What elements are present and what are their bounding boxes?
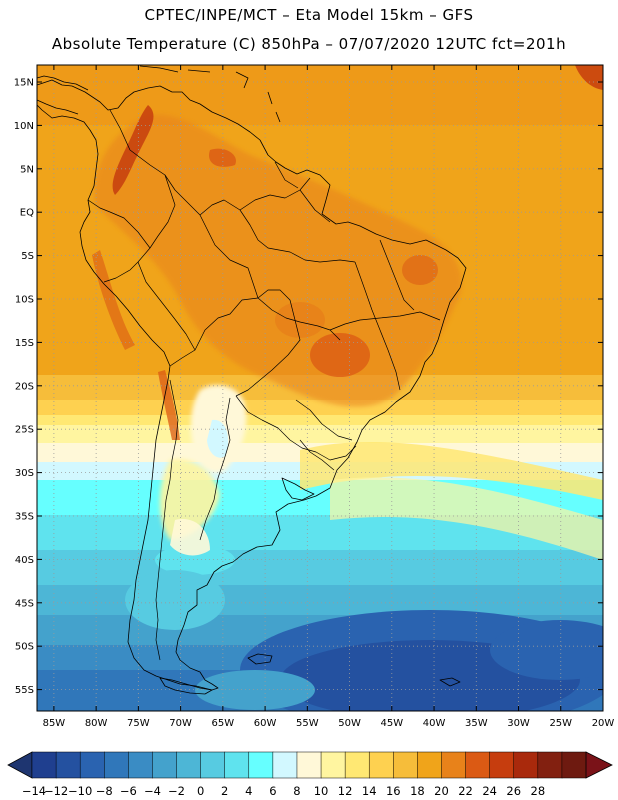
lon-label-50w: 50W — [338, 718, 361, 729]
small-island — [439, 677, 461, 687]
colorbar-label: −14 — [22, 784, 46, 798]
colorbar-label: 26 — [506, 784, 521, 798]
lon-label-65w: 65W — [212, 718, 235, 729]
colorbar-label: −8 — [96, 784, 113, 798]
colorbar-high-arrow — [585, 751, 613, 779]
title-line-1: CPTEC/INPE/MCT – Eta Model 15km – GFS — [144, 6, 474, 24]
lon-label-35w: 35W — [465, 718, 488, 729]
colorbar-swatch — [104, 751, 129, 779]
colorbar-swatch — [79, 751, 105, 779]
lon-label-20w: 20W — [592, 718, 615, 729]
axis-ticks — [37, 65, 604, 711]
lat-label-10n: 10N — [14, 121, 34, 132]
temperature-field — [37, 65, 603, 711]
lat-label-30s: 30S — [15, 468, 34, 479]
colorbar-labels: −14−12 −10 −8 −6 −4 −2 0 2 4 6 8 10 12 14 16 18 20 22 24 26… — [22, 784, 545, 798]
colorbar-swatch — [200, 751, 226, 779]
colorbar-swatch — [489, 751, 515, 779]
lat-label-15s: 15S — [15, 338, 34, 349]
colorbar-swatch — [272, 751, 298, 779]
colorbar-label: 10 — [314, 784, 329, 798]
colorbar-swatch — [320, 751, 346, 779]
colorbar-label: 12 — [338, 784, 353, 798]
title-line-2: Absolute Temperature (C) 850hPa – 07/07/… — [51, 35, 567, 53]
colorbar-label: 14 — [362, 784, 377, 798]
coastline-and-borders — [36, 65, 467, 695]
colorbar-swatch — [393, 751, 418, 779]
lat-label-5s: 5S — [21, 251, 34, 262]
colorbar-swatch — [537, 751, 563, 779]
lon-label-85w: 85W — [43, 718, 66, 729]
colorbar-label: 6 — [269, 784, 276, 798]
lat-label-40s: 40S — [15, 555, 34, 566]
colorbar-swatch — [344, 751, 370, 779]
colorbar-label: 8 — [293, 784, 300, 798]
colorbar-label: 0 — [197, 784, 204, 798]
south-america-coastline — [36, 79, 467, 691]
lon-label-30w: 30W — [507, 718, 530, 729]
colorbar-swatch — [152, 751, 178, 779]
colorbar-label: 2 — [221, 784, 228, 798]
lon-label-25w: 25W — [549, 718, 572, 729]
colorbar-label: 18 — [410, 784, 425, 798]
colorbar-label: −4 — [144, 784, 161, 798]
colorbar-swatch — [224, 751, 250, 779]
colorbar-label: 4 — [245, 784, 252, 798]
colorbar-swatch — [465, 751, 491, 779]
lat-label-5n: 5N — [20, 164, 34, 175]
colorbar-swatch — [561, 751, 587, 779]
lon-label-60w: 60W — [254, 718, 277, 729]
lat-label-15n: 15N — [14, 78, 34, 89]
lon-label-80w: 80W — [85, 718, 108, 729]
colorbar-label: −12 — [44, 784, 68, 798]
colorbar-swatch — [128, 751, 153, 779]
colorbar-label: −10 — [68, 784, 92, 798]
lat-label-10s: 10S — [15, 295, 34, 306]
lat-label-20s: 20S — [15, 381, 34, 392]
colorbar-label: −2 — [168, 784, 185, 798]
caribbean-islands — [139, 65, 281, 123]
colorbar-swatch — [248, 751, 274, 779]
colorbar-swatch — [296, 751, 322, 779]
lat-label-35s: 35S — [15, 512, 34, 523]
colorbar-label: 28 — [531, 784, 546, 798]
longitude-labels: 85W 80W 75W 70W 65W 60W 55W 50W 45W 40W 35W 30W 25W 2… — [43, 718, 615, 729]
lat-label-55s: 55S — [15, 685, 34, 696]
falkland-islands — [247, 653, 273, 665]
colorbar-low-arrow — [7, 751, 33, 779]
lon-label-45w: 45W — [380, 718, 403, 729]
colorbar-swatch — [441, 751, 467, 779]
central-america-coastline — [36, 75, 89, 115]
colorbar-swatch — [513, 751, 539, 779]
river-plate — [281, 477, 315, 501]
colorbar-label: −6 — [120, 784, 137, 798]
colorbar-swatch — [417, 751, 443, 779]
lon-label-75w: 75W — [127, 718, 150, 729]
lon-label-40w: 40W — [423, 718, 446, 729]
tierra-del-fuego — [159, 677, 213, 695]
colorbar-label: 24 — [482, 784, 497, 798]
lat-label-50s: 50S — [15, 642, 34, 653]
colorbar-label: 16 — [386, 784, 401, 798]
colorbar-swatch — [31, 751, 57, 779]
colorbar-label: 22 — [458, 784, 473, 798]
lat-label-25s: 25S — [15, 425, 34, 436]
map-frame — [36, 64, 604, 712]
colorbar-label: 20 — [434, 784, 449, 798]
lon-label-70w: 70W — [169, 718, 192, 729]
latitude-labels: 15N 10N 5N EQ 5S 10S 15S 20S 25S 30S 35S 40S 45S 50S 5… — [14, 78, 34, 697]
colorbar-swatch — [176, 751, 202, 779]
country-borders — [87, 109, 441, 661]
colorbar-swatch — [368, 751, 394, 779]
colorbar-swatch — [55, 751, 81, 779]
lat-label-45s: 45S — [15, 598, 34, 609]
colorbar — [7, 751, 613, 779]
lat-label-eq: EQ — [20, 208, 34, 219]
lon-label-55w: 55W — [296, 718, 319, 729]
